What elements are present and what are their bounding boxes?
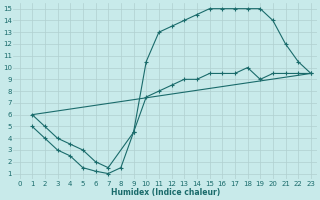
X-axis label: Humidex (Indice chaleur): Humidex (Indice chaleur) [111, 188, 220, 197]
